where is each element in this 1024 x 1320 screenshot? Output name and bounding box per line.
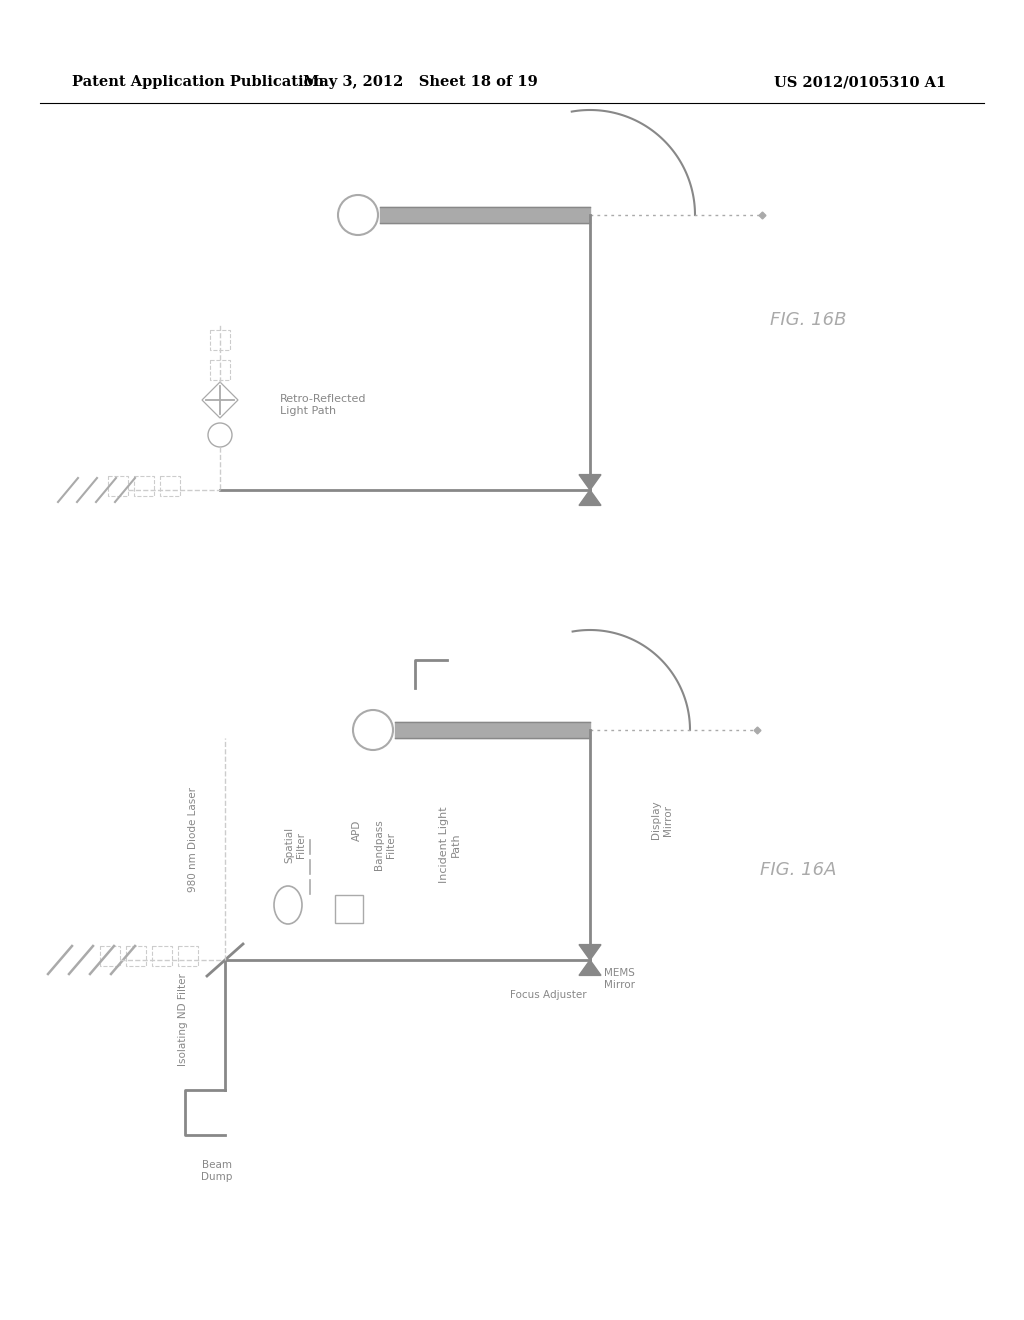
Text: Focus Adjuster: Focus Adjuster (510, 990, 587, 1001)
Text: Bandpass
Filter: Bandpass Filter (374, 820, 396, 870)
Ellipse shape (274, 886, 302, 924)
Bar (210, 330, 230, 350)
Text: Incident Light
Path: Incident Light Path (439, 807, 461, 883)
Bar (178, 946, 198, 966)
Bar (108, 477, 128, 496)
Text: Beam
Dump: Beam Dump (202, 1160, 232, 1181)
Polygon shape (579, 960, 601, 975)
Text: Patent Application Publication: Patent Application Publication (72, 75, 324, 88)
Bar (134, 477, 154, 496)
Text: Isolating ND Filter: Isolating ND Filter (178, 974, 188, 1067)
Bar (335, 895, 362, 923)
Text: 980 nm Diode Laser: 980 nm Diode Laser (188, 788, 198, 892)
Bar (100, 946, 120, 966)
Text: Display
Mirror: Display Mirror (651, 801, 673, 840)
Bar (152, 946, 172, 966)
Text: APD: APD (352, 820, 362, 841)
Text: Spatial
Filter: Spatial Filter (285, 826, 306, 863)
Polygon shape (579, 945, 601, 960)
Polygon shape (579, 475, 601, 490)
Bar (160, 477, 180, 496)
Text: Retro-Reflected
Light Path: Retro-Reflected Light Path (280, 395, 367, 416)
Text: FIG. 16B: FIG. 16B (770, 312, 847, 329)
Bar (126, 946, 146, 966)
Polygon shape (579, 490, 601, 506)
Text: May 3, 2012   Sheet 18 of 19: May 3, 2012 Sheet 18 of 19 (303, 75, 538, 88)
Text: US 2012/0105310 A1: US 2012/0105310 A1 (774, 75, 946, 88)
Text: MEMS
Mirror: MEMS Mirror (604, 968, 635, 990)
Bar (210, 360, 230, 380)
Text: FIG. 16A: FIG. 16A (760, 861, 837, 879)
